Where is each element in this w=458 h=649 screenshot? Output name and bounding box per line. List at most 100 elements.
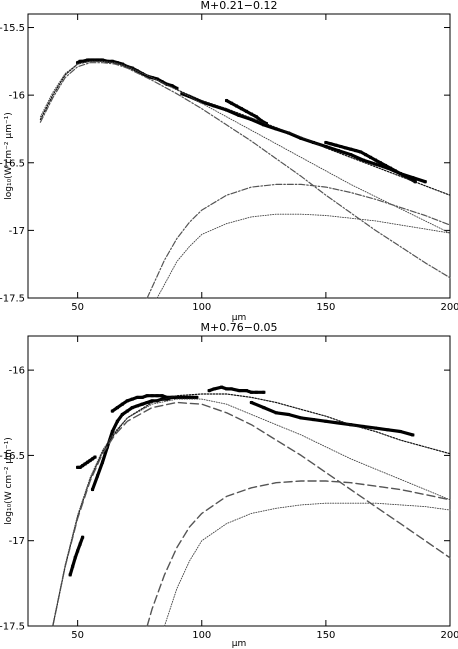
data-point: [165, 395, 169, 399]
data-point: [334, 143, 338, 147]
panel-top: M+0.21−0.12 μm log₁₀(W cm⁻² μm⁻¹) 50 100 1…: [0, 0, 458, 323]
y-tick-label: -16.5: [0, 158, 25, 169]
data-point: [78, 59, 82, 63]
data-point: [383, 163, 387, 167]
data-point: [339, 145, 343, 149]
series-line-observed: [207, 385, 266, 394]
plot-frame: [27, 335, 451, 627]
data-point: [311, 418, 315, 422]
data-point: [81, 535, 85, 539]
series-line-fit: [52, 398, 451, 627]
x-tick-label: 150: [316, 302, 335, 313]
data-point: [160, 394, 164, 398]
y-axis-label: log₁₀(W cm⁻² μm⁻¹): [4, 112, 14, 200]
data-point: [96, 474, 100, 478]
data-point: [374, 426, 378, 430]
data-point: [96, 58, 100, 62]
data-point: [230, 101, 234, 105]
data-point: [408, 177, 412, 181]
data-point: [190, 395, 194, 399]
data-point: [76, 549, 80, 553]
chart-title: M+0.21−0.12: [201, 0, 278, 12]
data-point: [110, 409, 114, 413]
series-line-observed: [75, 58, 179, 91]
data-point: [254, 115, 258, 119]
data-point: [115, 419, 119, 423]
data-point: [329, 142, 333, 146]
data-point: [91, 58, 95, 62]
data-point: [86, 460, 90, 464]
data-point: [361, 158, 365, 162]
y-tick-label: -16: [9, 91, 25, 102]
series-group: [52, 385, 451, 627]
data-point: [398, 172, 402, 176]
data-point: [369, 155, 373, 159]
y-tick-label: -15.5: [0, 23, 25, 34]
plot-frame: [27, 13, 451, 299]
data-point: [88, 459, 92, 463]
data-point: [140, 395, 144, 399]
data-point: [262, 123, 266, 127]
data-point: [249, 401, 253, 405]
data-point: [145, 394, 149, 398]
data-point: [93, 455, 97, 459]
series-line-fit: [39, 60, 451, 234]
y-tick-label: -16.5: [0, 451, 25, 462]
series-line-observed: [90, 395, 179, 492]
data-point: [91, 488, 95, 492]
data-point: [249, 117, 253, 121]
series-line-dashed: [146, 480, 451, 627]
data-point: [244, 389, 248, 393]
data-point: [185, 395, 189, 399]
data-point: [349, 147, 353, 151]
data-point: [180, 395, 184, 399]
data-point: [140, 402, 144, 406]
data-point: [100, 460, 104, 464]
y-tick-label: -17.5: [0, 622, 25, 633]
data-point: [324, 419, 328, 423]
data-point: [175, 86, 179, 90]
data-point: [155, 394, 159, 398]
data-point: [160, 397, 164, 401]
data-point: [68, 573, 72, 577]
y-tick-label: -17: [9, 226, 25, 237]
data-point: [364, 153, 368, 157]
series-line-dashed: [52, 401, 451, 627]
x-tick-label: 200: [440, 302, 458, 313]
data-point: [378, 161, 382, 165]
data-point: [135, 395, 139, 399]
data-point: [78, 542, 82, 546]
data-point: [287, 131, 291, 135]
data-point: [235, 104, 239, 108]
data-point: [359, 150, 363, 154]
data-point: [244, 109, 248, 113]
data-point: [130, 397, 134, 401]
data-point: [180, 92, 184, 96]
data-point: [83, 462, 87, 466]
data-point: [76, 61, 80, 65]
data-point: [200, 100, 204, 104]
data-point: [220, 385, 224, 389]
series-line-observed: [249, 400, 415, 437]
x-tick-label: 100: [192, 302, 211, 313]
data-point: [150, 394, 154, 398]
x-tick-label: 150: [316, 630, 335, 641]
series-line-total: [39, 60, 451, 196]
data-point: [336, 421, 340, 425]
data-point: [403, 174, 407, 178]
data-point: [299, 416, 303, 420]
data-point: [81, 464, 85, 468]
data-point: [81, 59, 85, 63]
data-point: [324, 140, 328, 144]
chart-title: M+0.76−0.05: [201, 321, 278, 334]
data-point: [160, 80, 164, 84]
data-point: [165, 397, 169, 401]
data-point: [398, 430, 402, 434]
data-point: [73, 556, 77, 560]
data-point: [388, 166, 392, 170]
data-point: [130, 406, 134, 410]
x-tick-label: 200: [440, 630, 458, 641]
y-tick-label: -17: [9, 536, 25, 547]
data-point: [237, 389, 241, 393]
